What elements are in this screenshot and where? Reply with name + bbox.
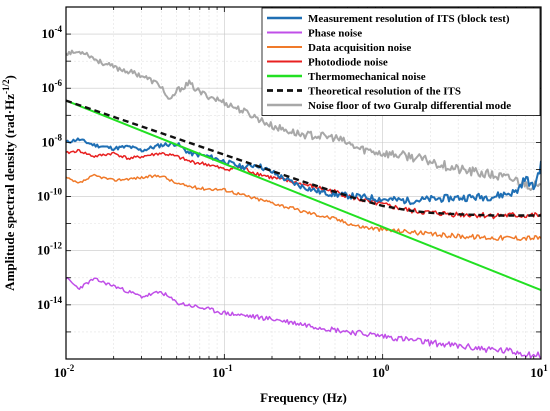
- grid: [65, 7, 541, 360]
- series-line-0: [66, 137, 541, 206]
- series-line-3: [66, 148, 541, 220]
- legend-label-6: Noise floor of two Guralp differential m…: [308, 100, 511, 112]
- legend-label-4: Thermomechanical noise: [308, 71, 426, 83]
- legend-label-2: Data acquisition noise: [308, 42, 411, 54]
- y-axis-title: Amplitude spectral density (rad·Hz-1/2): [1, 75, 17, 291]
- series-line-4: [66, 99, 541, 292]
- y-tick-label: 10-14: [37, 295, 62, 312]
- y-tick-label: 10-12: [37, 241, 62, 258]
- y-axis-title-main: Amplitude spectral density (rad·Hz: [2, 94, 17, 291]
- series-line-5: [66, 99, 541, 217]
- y-tick-label: 10-6: [42, 78, 63, 95]
- series-line-2: [66, 173, 541, 242]
- x-axis-title: Frequency (Hz): [260, 390, 347, 405]
- legend-label-3: Photodiode noise: [308, 57, 388, 69]
- y-axis-title-close: ): [2, 75, 17, 79]
- series-line-1: [66, 276, 541, 359]
- legend-label-1: Phase noise: [308, 28, 362, 40]
- legend: Measurement resolution of ITS (block tes…: [261, 7, 541, 116]
- plot-series: [66, 49, 541, 359]
- legend-label-5: Theoretical resolution of the ITS: [308, 86, 461, 98]
- x-tick-label: 10-2: [54, 363, 75, 380]
- y-axis-title-exponent: -1/2: [1, 79, 11, 94]
- series-line-6: [66, 49, 541, 191]
- y-tick-label: 10-10: [37, 187, 62, 204]
- tick-labels: 10-2 10-1 100 101 10-14 10-12 10-10 10-8 10-6 10-…: [37, 24, 548, 380]
- x-tick-label: 100: [372, 363, 390, 380]
- y-tick-label: 10-4: [42, 24, 63, 41]
- x-tick-label: 10-1: [212, 363, 233, 380]
- plot-frame: [65, 6, 542, 360]
- y-tick-label: 10-8: [42, 132, 63, 149]
- legend-box: [261, 7, 541, 116]
- x-tick-label: 101: [530, 363, 548, 380]
- legend-label-0: Measurement resolution of ITS (block tes…: [308, 13, 510, 25]
